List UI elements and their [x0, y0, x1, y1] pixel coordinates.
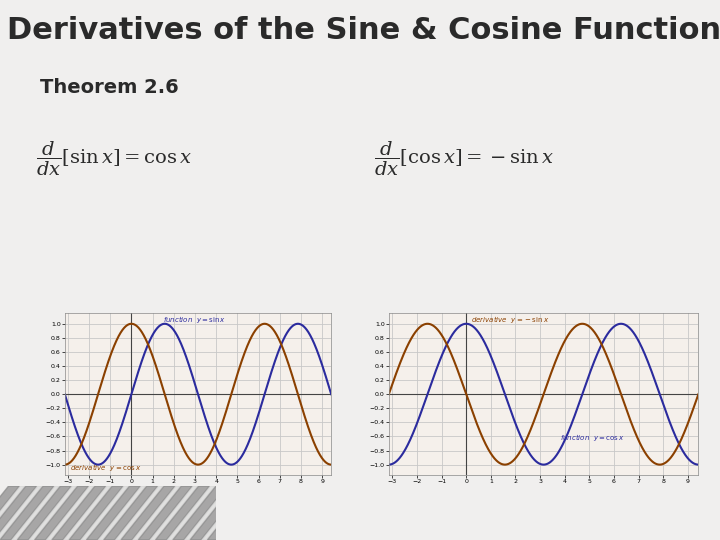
Polygon shape — [64, 486, 112, 540]
Polygon shape — [237, 486, 284, 540]
Polygon shape — [0, 486, 19, 540]
Polygon shape — [69, 486, 123, 540]
Polygon shape — [17, 486, 71, 540]
Polygon shape — [220, 486, 267, 540]
Polygon shape — [173, 486, 227, 540]
Polygon shape — [167, 486, 215, 540]
Polygon shape — [225, 486, 279, 540]
Text: derivative  $y = -\sin x$: derivative $y = -\sin x$ — [471, 314, 549, 325]
Text: derivative  $y = \cos x$: derivative $y = \cos x$ — [70, 462, 141, 473]
Polygon shape — [52, 486, 106, 540]
Polygon shape — [116, 486, 163, 540]
Polygon shape — [81, 486, 129, 540]
Text: function  $y = \sin x$: function $y = \sin x$ — [163, 314, 226, 325]
Text: Theorem 2.6: Theorem 2.6 — [40, 78, 179, 97]
Polygon shape — [86, 486, 140, 540]
Polygon shape — [133, 486, 181, 540]
Polygon shape — [202, 486, 250, 540]
Polygon shape — [98, 486, 145, 540]
Polygon shape — [242, 486, 296, 540]
Polygon shape — [156, 486, 210, 540]
Polygon shape — [0, 486, 42, 540]
Polygon shape — [190, 486, 244, 540]
Polygon shape — [30, 486, 77, 540]
Polygon shape — [12, 486, 60, 540]
Polygon shape — [0, 486, 24, 540]
Polygon shape — [185, 486, 232, 540]
Polygon shape — [207, 486, 261, 540]
Text: function  $y = \cos x$: function $y = \cos x$ — [560, 432, 625, 443]
Polygon shape — [138, 486, 192, 540]
Polygon shape — [47, 486, 94, 540]
Text: $\dfrac{d}{dx}[\sin x] = \cos x$: $\dfrac{d}{dx}[\sin x] = \cos x$ — [36, 140, 192, 179]
Polygon shape — [150, 486, 197, 540]
Polygon shape — [254, 486, 302, 540]
Polygon shape — [0, 486, 54, 540]
Polygon shape — [104, 486, 158, 540]
Polygon shape — [121, 486, 175, 540]
Polygon shape — [35, 486, 89, 540]
Polygon shape — [0, 486, 37, 540]
Text: $\dfrac{d}{dx}[\cos x] = -\sin x$: $\dfrac{d}{dx}[\cos x] = -\sin x$ — [374, 140, 554, 179]
Text: Derivatives of the Sine & Cosine Functions: Derivatives of the Sine & Cosine Functio… — [7, 16, 720, 45]
